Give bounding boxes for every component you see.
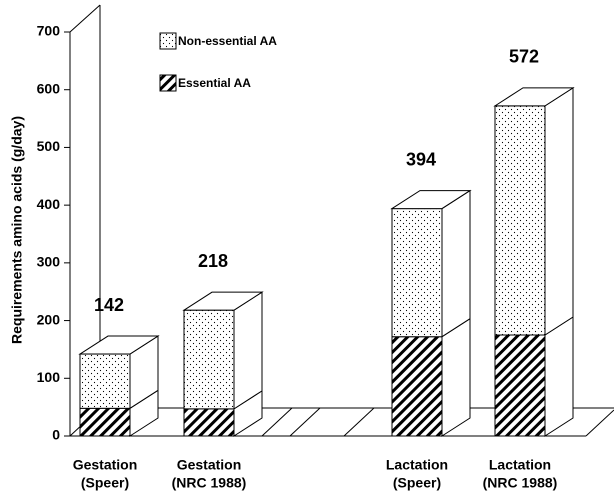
- y-tick-label: 600: [37, 80, 61, 96]
- x-tick-label: (NRC 1988): [483, 475, 558, 491]
- y-tick-label: 0: [52, 427, 60, 443]
- legend-label: Non-essential AA: [178, 34, 277, 48]
- legend-swatch: [159, 74, 177, 92]
- x-tick-label: (Speer): [393, 475, 441, 491]
- y-tick-label: 300: [37, 254, 61, 270]
- bar-segment: [391, 208, 443, 338]
- x-tick-label: Lactation: [489, 457, 551, 473]
- x-tick-label: Lactation: [386, 457, 448, 473]
- bar-segment: [183, 309, 235, 410]
- bar-segment: [494, 105, 546, 336]
- bar-segment: [79, 407, 131, 437]
- x-tick-label: Gestation: [177, 457, 242, 473]
- x-tick-label: Gestation: [73, 457, 138, 473]
- bar-segment: [79, 353, 131, 409]
- bar-side: [441, 317, 471, 437]
- y-axis-label: Requirements amino acids (g/day): [9, 116, 25, 344]
- bar-top: [390, 190, 472, 210]
- y-tick-label: 200: [37, 311, 61, 327]
- legend-label: Essential AA: [178, 76, 251, 90]
- bar-top: [493, 87, 575, 107]
- x-tick-label: (Speer): [81, 475, 129, 491]
- bar-top: [182, 291, 264, 311]
- x-tick-label: (NRC 1988): [172, 475, 247, 491]
- total-label: 572: [509, 47, 539, 67]
- y-tick-label: 100: [37, 369, 61, 385]
- bar-segment: [183, 408, 235, 437]
- bar-side: [233, 291, 263, 410]
- total-label: 394: [406, 149, 436, 169]
- bar-side: [441, 189, 471, 338]
- legend-swatch: [159, 32, 177, 50]
- total-label: 218: [198, 251, 228, 271]
- y-tick-label: 500: [37, 138, 61, 154]
- bar-segment: [494, 334, 546, 437]
- bar-top: [78, 335, 160, 355]
- y-tick-label: 700: [37, 23, 61, 39]
- bar-side: [544, 86, 574, 336]
- bar-segment: [391, 336, 443, 437]
- bar-side: [544, 316, 574, 437]
- total-label: 142: [94, 295, 124, 315]
- y-tick-label: 400: [37, 196, 61, 212]
